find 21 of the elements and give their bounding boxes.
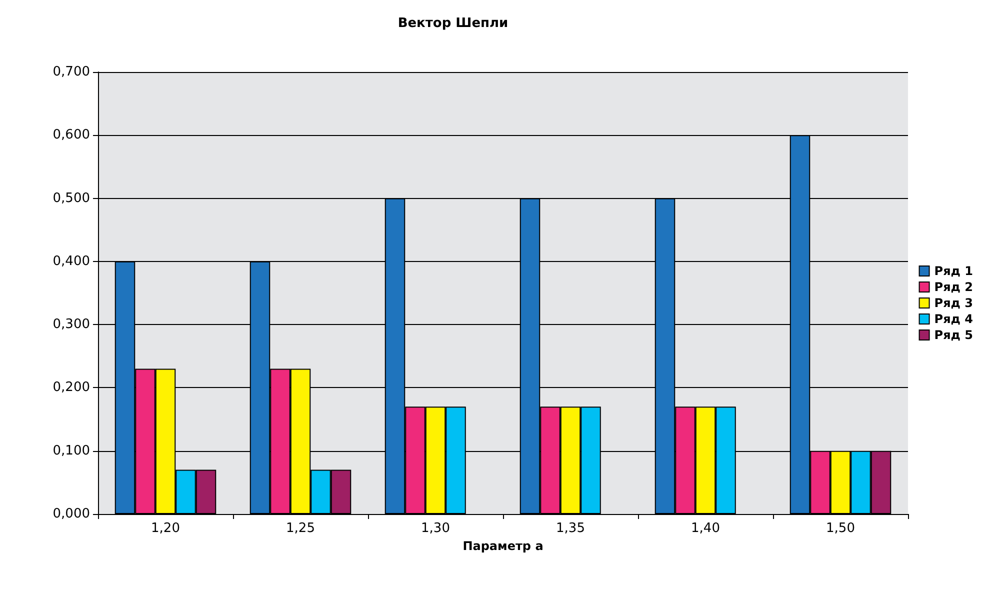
y-tick-label: 0,400 xyxy=(52,254,90,269)
y-tick-label: 0,500 xyxy=(52,190,90,206)
y-tick-label: 0,000 xyxy=(52,506,90,522)
x-tick-label: 1,30 xyxy=(421,521,450,536)
legend-label: Ряд 3 xyxy=(934,296,973,310)
y-tick-label: 0,200 xyxy=(52,380,90,396)
x-tick-label: 1,40 xyxy=(691,521,720,536)
x-tick-label: 1,50 xyxy=(826,521,855,536)
legend-label: Ряд 5 xyxy=(934,328,973,342)
y-tick-label: 0,600 xyxy=(52,128,90,143)
legend-label: Ряд 1 xyxy=(934,264,973,278)
x-tick-label: 1,20 xyxy=(151,521,180,536)
y-tick-label: 0,700 xyxy=(52,64,90,80)
x-tick-label: 1,25 xyxy=(286,521,315,536)
y-tick-label: 0,300 xyxy=(52,317,90,332)
chart-title: Вектор Шепли xyxy=(398,16,508,31)
y-tick-label: 0,100 xyxy=(52,443,90,458)
legend-label: Ряд 2 xyxy=(934,280,973,294)
x-axis-title: Параметр a xyxy=(462,538,544,553)
x-tick-label: 1,35 xyxy=(556,521,585,536)
legend-label: Ряд 4 xyxy=(934,312,973,326)
